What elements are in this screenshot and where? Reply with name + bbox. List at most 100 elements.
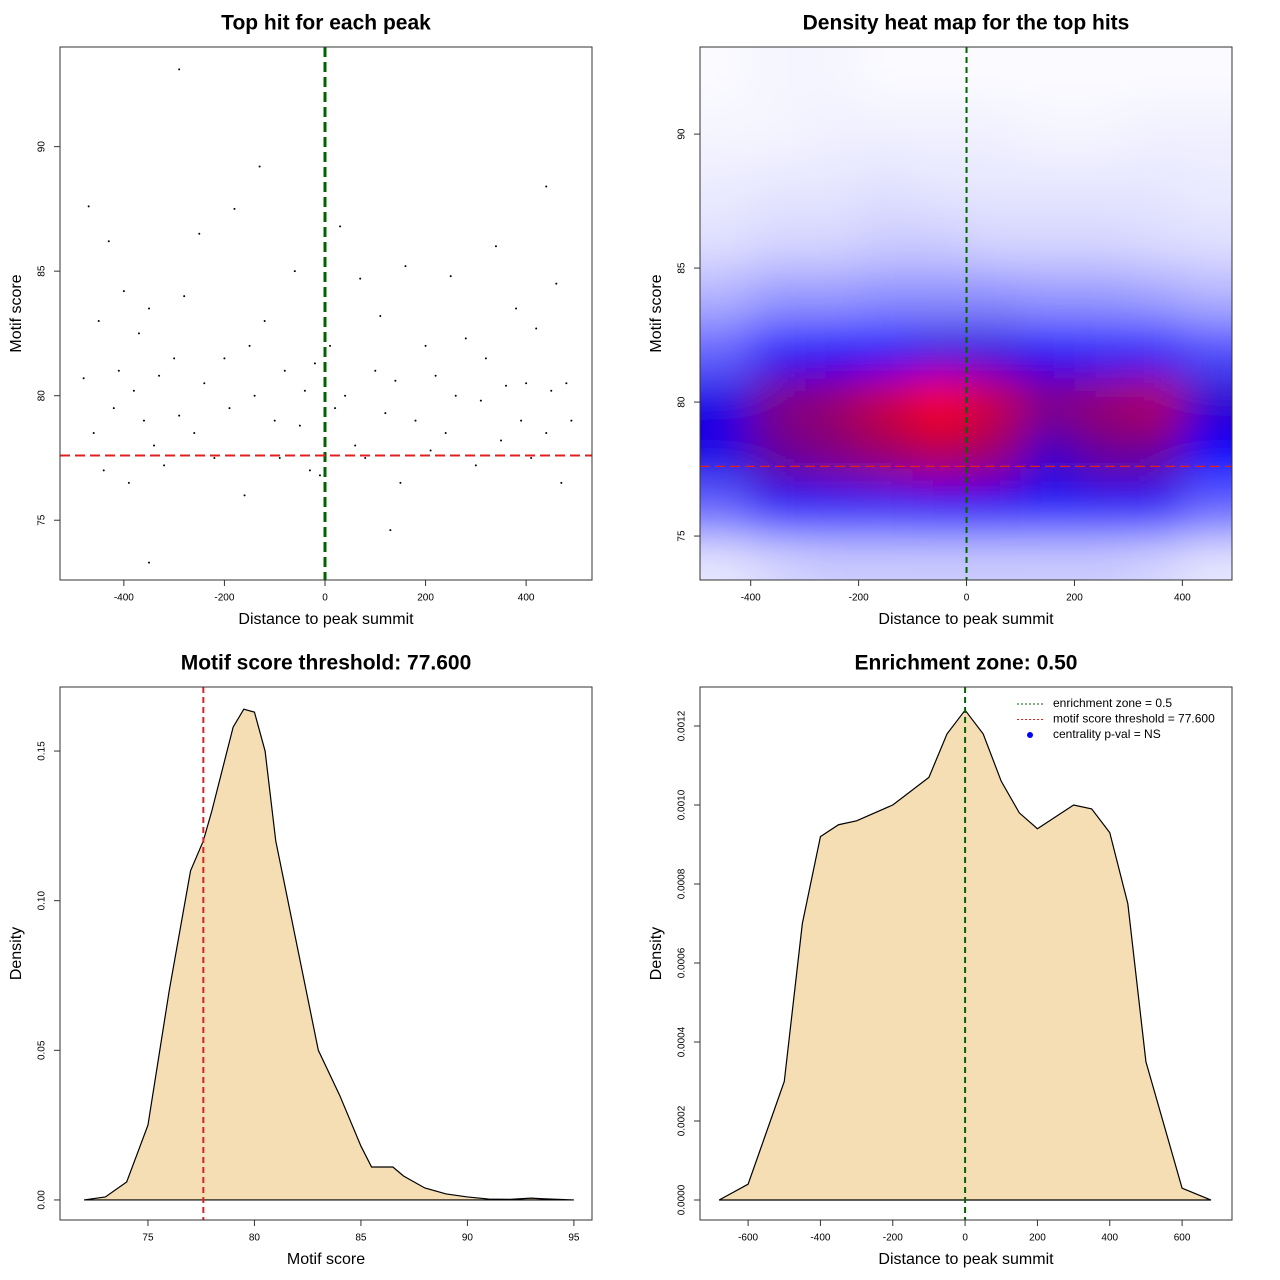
point <box>359 277 362 280</box>
heat-cell <box>804 536 860 580</box>
point <box>228 407 231 410</box>
y-tick-label: 0.10 <box>37 891 48 911</box>
heat-cell <box>750 428 806 484</box>
point <box>394 379 397 382</box>
heat-cell <box>700 428 752 484</box>
heat-cell <box>700 160 752 216</box>
plot-frame <box>59 686 593 1221</box>
point <box>107 240 110 243</box>
heat-cell <box>750 160 806 216</box>
heat-cell <box>912 375 968 430</box>
heat-cell <box>966 321 1022 377</box>
heat-cell <box>1128 375 1184 430</box>
x-tick-label: 80 <box>249 1233 261 1244</box>
heat-cell <box>1182 214 1232 270</box>
point <box>364 456 367 459</box>
point <box>565 382 568 385</box>
heat-cell <box>912 428 968 484</box>
x-tick-label: 0 <box>962 1233 968 1244</box>
y-tick-label: 0.15 <box>37 741 48 761</box>
heat-cell <box>1020 536 1076 580</box>
point <box>515 307 518 310</box>
heat-cell <box>804 107 860 162</box>
heat-cell <box>1020 47 1076 109</box>
point <box>163 464 166 467</box>
point <box>178 68 181 71</box>
heat-cell <box>858 214 914 270</box>
heat-cell <box>1182 428 1232 484</box>
point <box>484 357 487 360</box>
heat-cell <box>700 107 752 162</box>
point <box>97 319 100 322</box>
chart-title: Enrichment zone: 0.50 <box>855 652 1078 675</box>
point <box>308 469 311 472</box>
heat-cell <box>1128 536 1184 580</box>
y-tick-label: 75 <box>677 530 688 542</box>
heat-cell <box>1182 375 1232 430</box>
heat-cell <box>1074 375 1130 430</box>
heat-cell <box>804 375 860 430</box>
x-tick-label: 95 <box>568 1233 580 1244</box>
heat-cell <box>1128 214 1184 270</box>
point <box>82 377 85 380</box>
heat-cell <box>912 214 968 270</box>
point <box>198 232 201 235</box>
heatmap-clip <box>700 47 1232 580</box>
point <box>122 290 125 293</box>
heat-cell <box>966 482 1022 538</box>
panel: Enrichment zone: 0.50 Distance to peak su… <box>648 652 1233 1268</box>
heat-cell <box>858 268 914 323</box>
point <box>273 419 276 422</box>
heat-cell <box>1074 482 1130 538</box>
point <box>374 369 377 372</box>
point <box>153 444 156 447</box>
y-tick-label: 85 <box>37 265 48 277</box>
heat-cell <box>750 214 806 270</box>
point <box>520 419 523 422</box>
x-tick-label: -200 <box>849 593 869 604</box>
y-tick-label: 80 <box>37 390 48 402</box>
point <box>137 332 140 335</box>
y-tick-label: 0.0010 <box>677 789 688 820</box>
point <box>454 394 457 397</box>
point <box>142 419 145 422</box>
heat-cell <box>1020 214 1076 270</box>
heat-cell <box>804 482 860 538</box>
point <box>248 344 251 347</box>
point <box>545 432 548 435</box>
heat-cell <box>750 321 806 377</box>
point <box>263 319 266 322</box>
x-tick-label: -600 <box>738 1233 758 1244</box>
panel: Motif score threshold: 77.600 Motif score… <box>8 652 593 1268</box>
heat-cell <box>966 107 1022 162</box>
heat-cell <box>912 482 968 538</box>
point <box>243 494 246 497</box>
point <box>148 561 151 564</box>
heat-cell <box>1182 482 1232 538</box>
heat-cell <box>1128 268 1184 323</box>
heat-cell <box>1020 321 1076 377</box>
heat-cell <box>858 536 914 580</box>
y-tick-label: 0.00 <box>37 1190 48 1210</box>
y-tick-label: 0.0006 <box>677 947 688 978</box>
heat-cell <box>912 321 968 377</box>
heat-cell <box>750 482 806 538</box>
point <box>334 407 337 410</box>
heat-cell <box>912 536 968 580</box>
heat-cell <box>1020 482 1076 538</box>
y-tick-label: 0.0000 <box>677 1184 688 1215</box>
point <box>424 344 427 347</box>
x-tick-label: -400 <box>741 593 761 604</box>
heat-cell <box>1074 268 1130 323</box>
heat-cell <box>1128 107 1184 162</box>
x-tick-label: 85 <box>355 1233 367 1244</box>
point <box>505 384 508 387</box>
heat-cell <box>1020 428 1076 484</box>
x-tick-label: 400 <box>1174 593 1191 604</box>
heat-cell <box>1182 47 1232 109</box>
point <box>303 389 306 392</box>
x-tick-label: 75 <box>142 1233 154 1244</box>
heat-cell <box>858 482 914 538</box>
heat-cell <box>700 482 752 538</box>
